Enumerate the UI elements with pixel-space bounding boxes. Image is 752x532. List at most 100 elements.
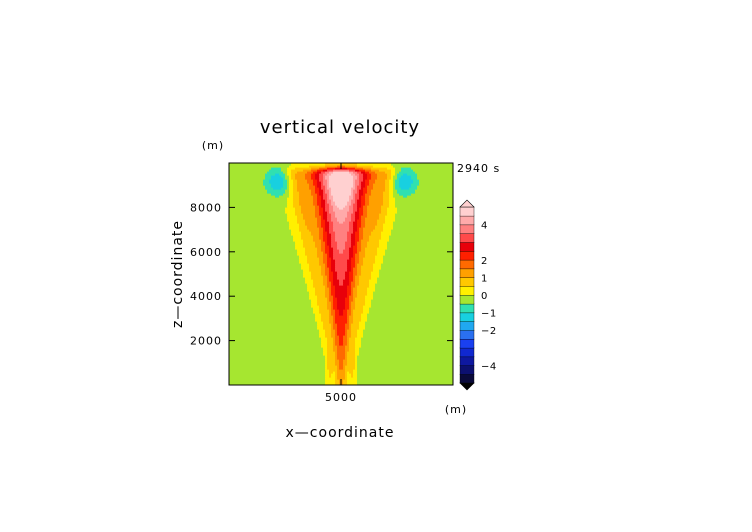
heatmap-cell bbox=[319, 307, 328, 310]
heatmap-cell bbox=[325, 365, 328, 368]
heatmap-cell bbox=[357, 219, 362, 222]
heatmap-cell bbox=[321, 273, 326, 276]
heatmap-cell bbox=[329, 299, 334, 302]
heatmap-cell bbox=[349, 169, 356, 172]
heatmap-cell bbox=[229, 341, 322, 344]
heatmap-cell bbox=[299, 229, 310, 232]
heatmap-cell bbox=[331, 329, 336, 332]
heatmap-cell bbox=[319, 237, 324, 240]
heatmap-cell bbox=[355, 233, 360, 236]
heatmap-cell bbox=[333, 255, 350, 258]
heatmap-cell bbox=[401, 169, 414, 172]
heatmap-cell bbox=[395, 201, 453, 204]
heatmap-cell bbox=[361, 185, 366, 188]
heatmap-cell bbox=[349, 321, 354, 324]
heatmap-cell bbox=[355, 365, 358, 368]
heatmap-cell bbox=[229, 309, 314, 312]
heatmap-cell bbox=[365, 247, 378, 250]
heatmap-cell bbox=[367, 191, 372, 194]
heatmap-cell bbox=[325, 381, 336, 384]
heatmap-cell bbox=[371, 193, 384, 196]
heatmap-cell bbox=[331, 187, 352, 190]
heatmap-cell bbox=[305, 219, 318, 222]
heatmap-cell bbox=[333, 169, 350, 172]
heatmap-cell bbox=[335, 333, 338, 336]
heatmap-cell bbox=[323, 325, 332, 328]
heatmap-cell bbox=[391, 231, 453, 234]
heatmap-cell bbox=[321, 181, 324, 184]
heatmap-cell bbox=[317, 255, 324, 258]
heatmap-cell bbox=[321, 225, 326, 228]
heatmap-cell bbox=[397, 175, 402, 178]
heatmap-cell bbox=[351, 241, 356, 244]
heatmap-cell bbox=[359, 255, 366, 258]
heatmap-cell bbox=[375, 287, 453, 290]
heatmap-cell bbox=[229, 379, 326, 382]
heatmap-cell bbox=[329, 221, 334, 224]
heatmap-cell bbox=[391, 229, 453, 232]
heatmap-cell bbox=[357, 251, 360, 254]
heatmap-cell bbox=[363, 205, 368, 208]
heatmap-cell bbox=[291, 177, 296, 180]
heatmap-cell bbox=[317, 301, 328, 304]
heatmap-cell bbox=[343, 249, 350, 252]
heatmap-cell bbox=[229, 335, 320, 338]
heatmap-cell bbox=[375, 171, 386, 174]
heatmap-cell bbox=[229, 261, 300, 264]
heatmap-cell bbox=[305, 277, 312, 280]
heatmap-cell bbox=[283, 177, 286, 180]
heatmap-cell bbox=[337, 241, 346, 244]
heatmap-cell bbox=[331, 265, 336, 268]
colorbar-swatch bbox=[459, 259, 475, 270]
heatmap-cell bbox=[285, 175, 290, 178]
heatmap-cell bbox=[329, 175, 354, 178]
heatmap-cell bbox=[353, 245, 358, 248]
heatmap-cell bbox=[375, 257, 384, 260]
heatmap-cell bbox=[331, 215, 336, 218]
heatmap-cell bbox=[383, 193, 390, 196]
heatmap-cell bbox=[287, 185, 290, 188]
heatmap-cell bbox=[353, 275, 356, 278]
heatmap-cell bbox=[297, 181, 308, 184]
heatmap-cell bbox=[349, 307, 352, 310]
heatmap-cell bbox=[349, 247, 354, 250]
heatmap-cell bbox=[337, 273, 346, 276]
heatmap-cell bbox=[353, 279, 356, 282]
heatmap-cell bbox=[335, 269, 348, 272]
heatmap-cell bbox=[325, 377, 336, 380]
heatmap-cell bbox=[333, 347, 338, 350]
heatmap-cell bbox=[335, 211, 348, 214]
heatmap-cell bbox=[265, 173, 276, 176]
heatmap-cell bbox=[329, 269, 332, 272]
heatmap-cell bbox=[229, 191, 268, 194]
heatmap-cell bbox=[385, 217, 396, 220]
heatmap-cell bbox=[315, 173, 320, 176]
heatmap-cell bbox=[323, 259, 328, 262]
heatmap-cell bbox=[349, 281, 352, 284]
heatmap-cell bbox=[327, 235, 332, 238]
heatmap-cell bbox=[343, 359, 348, 362]
heatmap-cell bbox=[351, 375, 354, 378]
heatmap-cell bbox=[353, 369, 358, 372]
heatmap-cell bbox=[345, 355, 348, 358]
heatmap-cell bbox=[321, 339, 328, 342]
heatmap-cell bbox=[325, 289, 330, 292]
heatmap-cell bbox=[361, 239, 370, 242]
heatmap-cell bbox=[337, 351, 346, 354]
heatmap-cell bbox=[367, 209, 382, 212]
heatmap-cell bbox=[347, 293, 352, 296]
heatmap-cell bbox=[351, 305, 356, 308]
heatmap-cell bbox=[285, 209, 296, 212]
heatmap-cell bbox=[301, 263, 310, 266]
heatmap-cell bbox=[327, 197, 330, 200]
heatmap-cell bbox=[349, 249, 354, 252]
heatmap-cell bbox=[335, 293, 348, 296]
heatmap-cell bbox=[355, 183, 360, 186]
heatmap-cell bbox=[419, 181, 453, 184]
heatmap-cell bbox=[321, 239, 324, 242]
heatmap-cell bbox=[335, 339, 340, 342]
heatmap-cell bbox=[361, 219, 366, 222]
heatmap-cell bbox=[393, 175, 398, 178]
heatmap-cell bbox=[305, 249, 318, 252]
heatmap-cell bbox=[229, 315, 316, 318]
